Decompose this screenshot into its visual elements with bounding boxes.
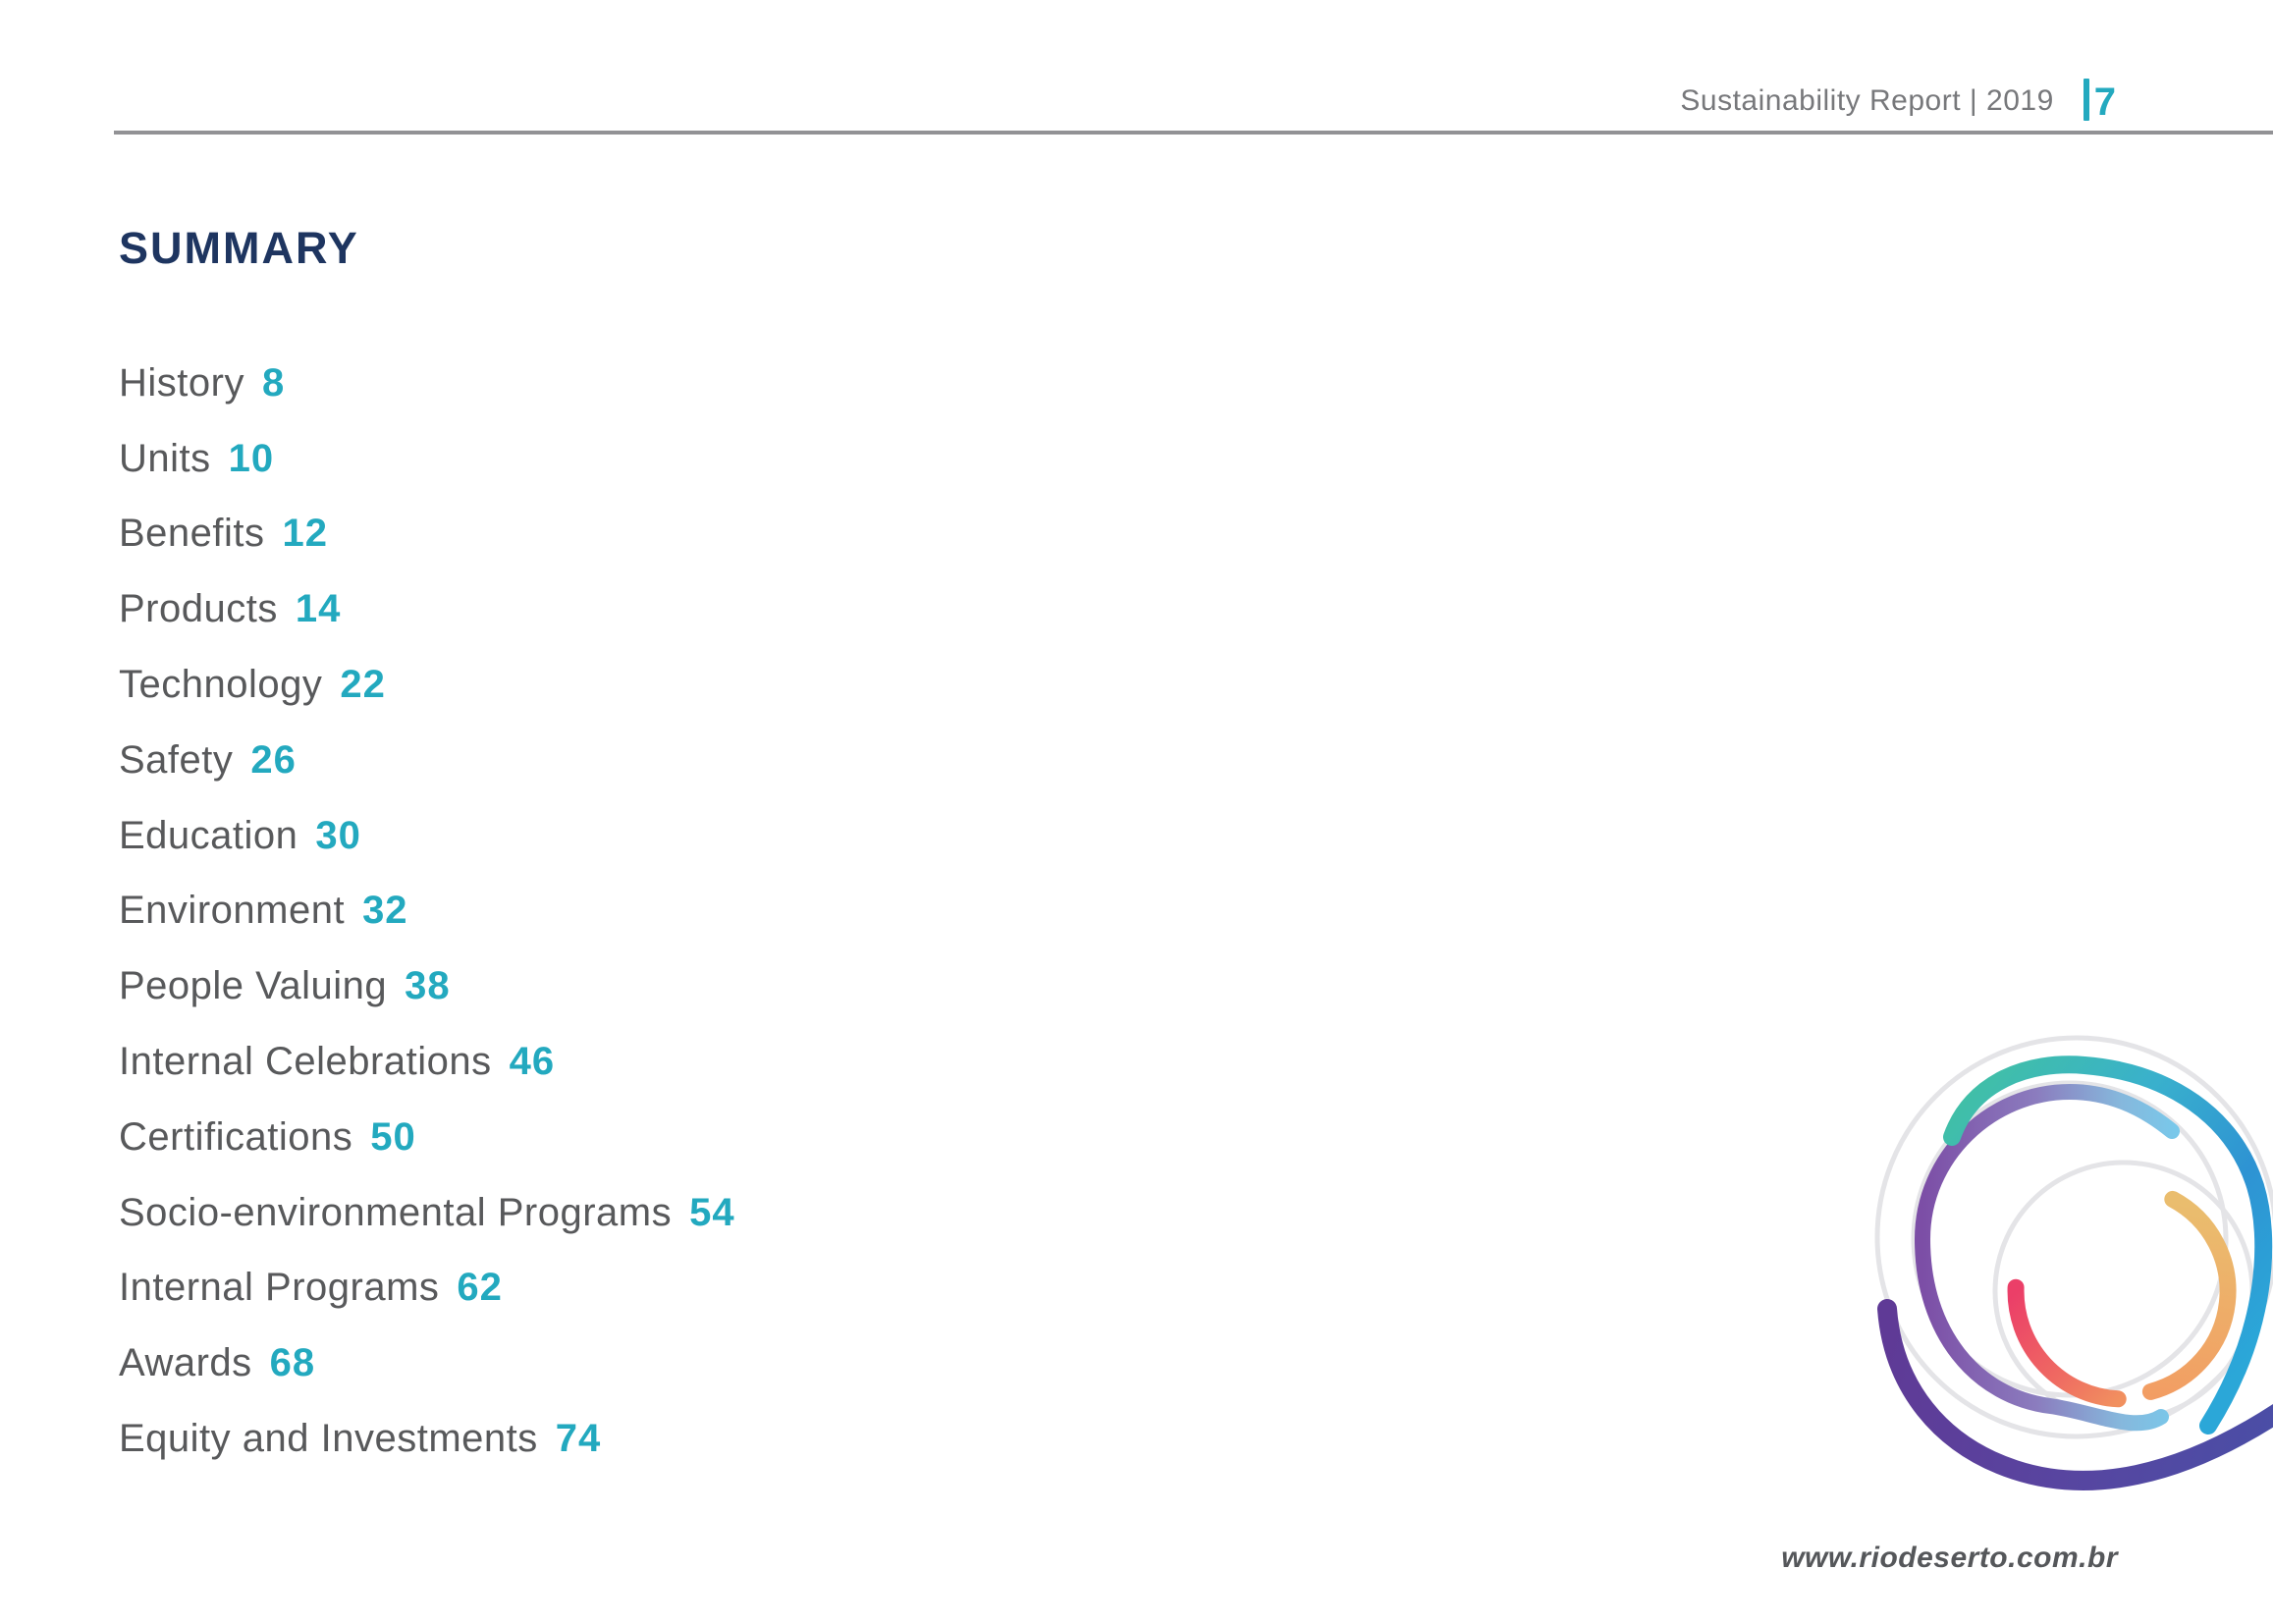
toc-item-page: 38	[405, 964, 451, 1008]
toc-item-page: 8	[261, 360, 286, 405]
toc-item-page: 10	[228, 436, 275, 480]
toc-item-label: Equity and Investments	[119, 1417, 538, 1461]
website-url: www.riodeserto.com.br	[1781, 1542, 2118, 1574]
logo-arc-pink-icon	[2007, 1278, 2127, 1408]
toc-item: Safety 26	[119, 723, 735, 798]
toc-item-label: Safety	[119, 737, 234, 782]
toc-item-page: 46	[509, 1040, 556, 1084]
toc-item: History 8	[119, 346, 735, 421]
logo-arc-purple-lightblue-icon	[1914, 1083, 2180, 1432]
toc-item: Internal Celebrations 46	[119, 1024, 735, 1100]
toc-item-page: 62	[457, 1266, 503, 1310]
toc-item: Education 30	[119, 798, 735, 874]
toc-item-label: Internal Programs	[119, 1266, 440, 1310]
logo-arc-orange-icon	[2141, 1190, 2237, 1400]
toc-item-page: 14	[295, 587, 342, 631]
toc-item: Benefits 12	[119, 497, 735, 572]
toc-item: Products 14	[119, 571, 735, 647]
toc-item: Units 10	[119, 421, 735, 497]
toc-item-page: 74	[555, 1417, 602, 1461]
header-report-title: Sustainability Report | 2019	[1680, 84, 2054, 117]
toc-item: Certifications 50	[119, 1100, 735, 1175]
toc-item-label: Certifications	[119, 1114, 353, 1159]
page-number-divider-bar	[2083, 79, 2089, 121]
toc-item: Socio-environmental Programs 54	[119, 1175, 735, 1251]
toc-item: Awards 68	[119, 1326, 735, 1401]
page-number: 7	[2093, 81, 2116, 124]
toc-item-page: 32	[362, 889, 408, 933]
toc-item-label: Environment	[119, 889, 346, 933]
toc-item-label: Education	[119, 813, 298, 857]
toc-item-page: 12	[282, 512, 329, 556]
page-title: SUMMARY	[119, 223, 359, 273]
header-rule	[114, 131, 2273, 135]
logo-ring-inner	[1992, 1160, 2255, 1423]
toc-item-page: 30	[315, 813, 361, 857]
page-header: Sustainability Report | 2019 7	[1680, 77, 2116, 122]
toc-item-label: Technology	[119, 663, 323, 707]
toc-item-label: History	[119, 360, 244, 405]
toc-item: Technology 22	[119, 647, 735, 723]
toc-item-label: People Valuing	[119, 964, 388, 1008]
toc-item: People Valuing 38	[119, 948, 735, 1024]
toc-item-label: Internal Celebrations	[119, 1040, 492, 1084]
toc-item: Environment 32	[119, 874, 735, 949]
toc-item-page: 22	[340, 663, 386, 707]
toc-item-page: 50	[370, 1114, 416, 1159]
logo-ring-outer	[1874, 1035, 2273, 1439]
toc-item-label: Products	[119, 587, 278, 631]
toc-item: Internal Programs 62	[119, 1251, 735, 1326]
logo-arc-dark-purple-icon	[1877, 1299, 2273, 1490]
rio-deserto-logo	[1874, 1035, 2273, 1490]
toc-item-page: 54	[689, 1190, 735, 1234]
toc-item-page: 68	[269, 1341, 316, 1385]
toc-item-label: Units	[119, 436, 211, 480]
logo-arc-teal-blue-icon	[1943, 1056, 2273, 1435]
toc-item-label: Awards	[119, 1341, 252, 1385]
toc-item-label: Socio-environmental Programs	[119, 1190, 673, 1234]
logo-ring-middle	[1911, 1080, 2229, 1398]
toc-item: Equity and Investments 74	[119, 1401, 735, 1477]
toc-item-label: Benefits	[119, 512, 265, 556]
toc-list: History 8 Units 10 Benefits 12 Products 14 Techn…	[119, 346, 735, 1477]
toc-item-page: 26	[250, 737, 297, 782]
